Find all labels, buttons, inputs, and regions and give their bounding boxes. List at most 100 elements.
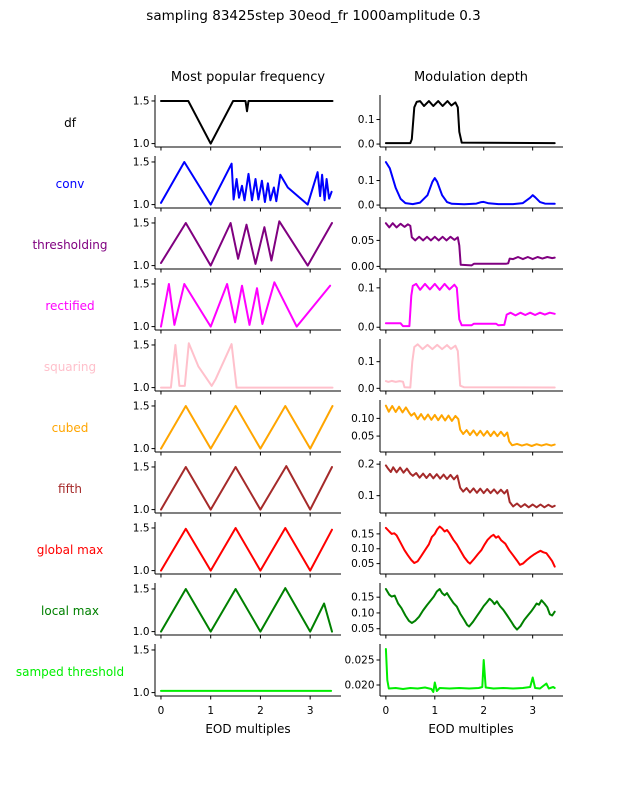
svg-text:0: 0 <box>383 705 390 717</box>
svg-text:2: 2 <box>257 705 264 717</box>
x-tick-labels-right: 0 1 2 3 <box>383 705 536 717</box>
depth-plot: 0.05 0.10 0.15 <box>351 522 563 578</box>
row-label: thresholding <box>32 237 108 252</box>
svg-text:0.10: 0.10 <box>351 607 374 619</box>
svg-text:1.0: 1.0 <box>133 504 150 516</box>
svg-text:2: 2 <box>480 705 487 717</box>
column-header-depth: Modulation depth <box>413 70 529 85</box>
svg-text:0.05: 0.05 <box>351 623 374 635</box>
svg-text:3: 3 <box>529 705 536 717</box>
svg-text:0.15: 0.15 <box>351 592 374 604</box>
svg-text:1.5: 1.5 <box>133 644 150 656</box>
frequency-plot: 1.0 1.5 <box>133 522 341 578</box>
depth-plot: 0.0 0.1 <box>358 156 563 212</box>
svg-text:0.025: 0.025 <box>345 655 375 667</box>
svg-text:1.5: 1.5 <box>133 461 150 473</box>
svg-text:0.10: 0.10 <box>351 413 374 425</box>
frequency-plot: 1.0 1.5 <box>133 339 341 395</box>
svg-text:0.1: 0.1 <box>358 282 375 294</box>
row-label: squaring <box>43 359 97 374</box>
svg-text:0: 0 <box>158 705 165 717</box>
svg-text:3: 3 <box>307 705 314 717</box>
frequency-plot: 1.0 1.5 <box>133 644 341 700</box>
row-label: df <box>64 115 76 130</box>
frequency-plot: 1.0 1.5 <box>133 583 341 639</box>
plot-rows: df 1.0 1.5 0.0 0.1 conv 1.0 1.5 0.0 0.1 thre… <box>0 92 627 702</box>
svg-text:0.05: 0.05 <box>351 235 374 247</box>
x-axis-ticks: 0 1 2 3 0 1 2 3 <box>0 702 627 720</box>
row-label: fifth <box>58 481 82 496</box>
depth-plot: 0.020 0.025 <box>345 644 563 700</box>
svg-text:0.020: 0.020 <box>345 680 375 692</box>
plot-row-df: df 1.0 1.5 0.0 0.1 <box>0 92 627 153</box>
svg-text:1.5: 1.5 <box>133 95 150 107</box>
svg-text:1: 1 <box>431 705 438 717</box>
depth-plot: 0.05 0.10 0.15 <box>351 583 563 639</box>
x-axis-label-left: EOD multiples <box>205 722 291 736</box>
row-label: conv <box>55 176 85 191</box>
row-label: rectified <box>45 298 95 313</box>
svg-text:1.5: 1.5 <box>133 156 150 168</box>
svg-text:1.0: 1.0 <box>133 565 150 577</box>
svg-text:1.0: 1.0 <box>133 138 150 150</box>
svg-text:0.00: 0.00 <box>351 261 374 273</box>
svg-text:0.1: 0.1 <box>358 490 375 502</box>
plot-row-squaring: squaring 1.0 1.5 0.0 0.1 <box>0 336 627 397</box>
svg-text:1.0: 1.0 <box>133 443 150 455</box>
frequency-plot: 1.0 1.5 <box>133 217 341 273</box>
plot-row-global-max: global max 1.0 1.5 0.05 0.10 0.15 <box>0 519 627 580</box>
svg-text:0.0: 0.0 <box>358 200 375 212</box>
frequency-plot: 1.0 1.5 <box>133 156 341 212</box>
svg-text:1: 1 <box>207 705 214 717</box>
frequency-plot: 1.0 1.5 <box>133 278 341 334</box>
frequency-plot: 1.0 1.5 <box>133 95 341 151</box>
plot-row-samped-threshold: samped threshold 1.0 1.5 0.020 0.025 <box>0 641 627 702</box>
svg-text:0.1: 0.1 <box>358 175 375 187</box>
svg-text:1.5: 1.5 <box>133 522 150 534</box>
svg-text:0.10: 0.10 <box>351 543 374 555</box>
svg-text:0.0: 0.0 <box>358 322 375 334</box>
svg-text:1.0: 1.0 <box>133 687 150 699</box>
plot-row-rectified: rectified 1.0 1.5 0.0 0.1 <box>0 275 627 336</box>
svg-text:1.0: 1.0 <box>133 626 150 638</box>
svg-text:0.1: 0.1 <box>358 114 375 126</box>
svg-text:1.5: 1.5 <box>133 217 150 229</box>
svg-text:0.15: 0.15 <box>351 528 374 540</box>
svg-text:1.0: 1.0 <box>133 260 150 272</box>
column-header-frequency: Most popular frequency <box>170 70 326 85</box>
depth-plot: 0.0 0.1 <box>358 278 563 334</box>
svg-text:0.05: 0.05 <box>351 558 374 570</box>
svg-text:1.0: 1.0 <box>133 321 150 333</box>
svg-text:0.05: 0.05 <box>351 431 374 443</box>
svg-text:1.0: 1.0 <box>133 382 150 394</box>
plot-row-local-max: local max 1.0 1.5 0.05 0.10 0.15 <box>0 580 627 641</box>
svg-text:0.1: 0.1 <box>358 356 375 368</box>
depth-plot: 0.0 0.1 <box>358 95 563 151</box>
depth-plot: 0.0 0.1 <box>358 339 563 395</box>
svg-text:0.0: 0.0 <box>358 139 375 151</box>
svg-text:1.5: 1.5 <box>133 339 150 351</box>
depth-plot: 0.00 0.05 <box>351 217 563 273</box>
x-axis-label-right: EOD multiples <box>428 722 514 736</box>
frequency-plot: 1.0 1.5 <box>133 400 341 456</box>
svg-text:1.5: 1.5 <box>133 278 150 290</box>
svg-text:0.2: 0.2 <box>358 459 375 471</box>
figure-title: sampling 83425step 30eod_fr 1000amplitud… <box>146 8 481 24</box>
row-label: local max <box>41 603 99 618</box>
row-label: samped threshold <box>15 664 125 679</box>
svg-text:1.5: 1.5 <box>133 400 150 412</box>
svg-text:1.0: 1.0 <box>133 199 150 211</box>
plot-row-cubed: cubed 1.0 1.5 0.05 0.10 <box>0 397 627 458</box>
plot-row-thresholding: thresholding 1.0 1.5 0.00 0.05 <box>0 214 627 275</box>
depth-plot: 0.05 0.10 <box>351 400 563 456</box>
svg-text:0.0: 0.0 <box>358 383 375 395</box>
depth-plot: 0.1 0.2 <box>358 459 563 517</box>
plot-row-conv: conv 1.0 1.5 0.0 0.1 <box>0 153 627 214</box>
frequency-plot: 1.0 1.5 <box>133 461 341 517</box>
row-label: global max <box>36 542 104 557</box>
svg-text:1.5: 1.5 <box>133 583 150 595</box>
plot-row-fifth: fifth 1.0 1.5 0.1 0.2 <box>0 458 627 519</box>
x-tick-labels-left: 0 1 2 3 <box>158 705 314 717</box>
row-label: cubed <box>51 420 89 435</box>
